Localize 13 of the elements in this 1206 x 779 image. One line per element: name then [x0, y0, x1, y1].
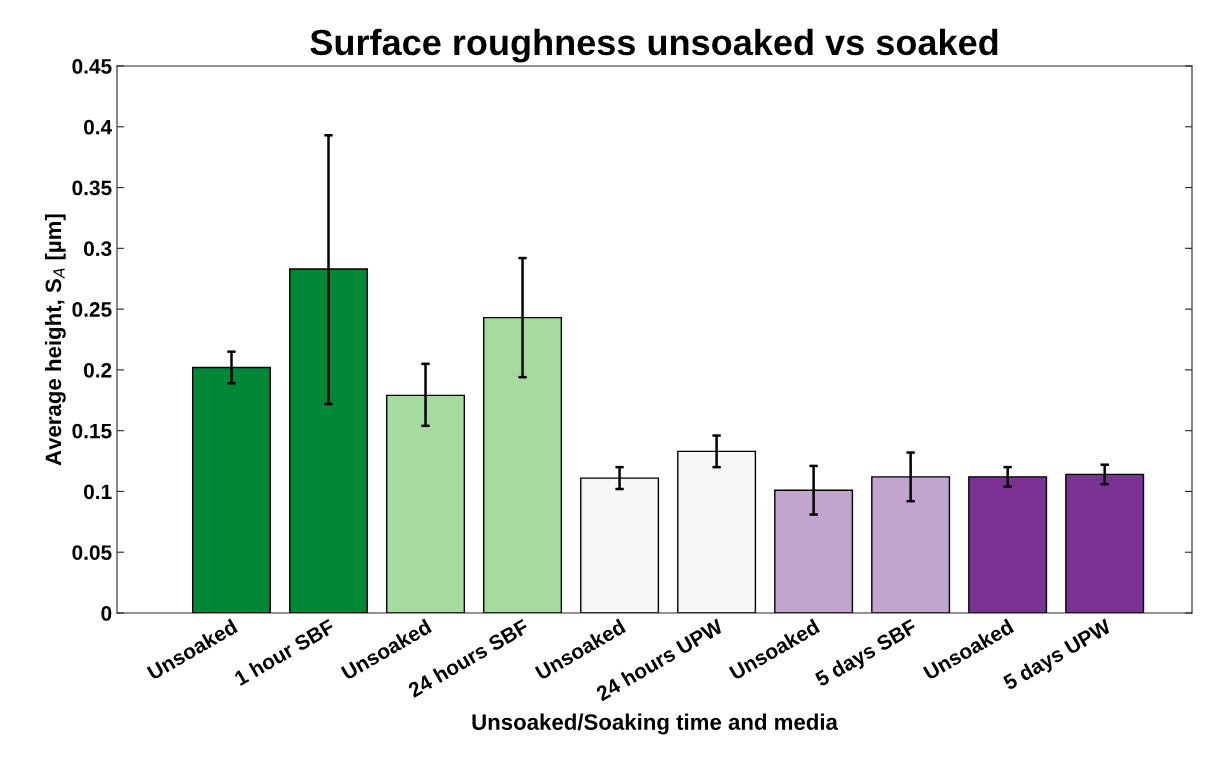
y-tick-label: 0.05 — [72, 545, 112, 560]
x-axis-title: Unsoaked/Soaking time and media — [472, 713, 839, 735]
chart-title: Surface roughness unsoaked vs soaked — [310, 28, 998, 63]
y-tick-label: 0.45 — [72, 59, 112, 74]
y-tick-label: 0.2 — [84, 362, 112, 378]
y-tick-label: 0 — [101, 606, 112, 621]
y-tick-label: 0.1 — [84, 484, 112, 500]
y-tick-label: 0.3 — [84, 241, 112, 257]
y-tick-label: 0.4 — [84, 119, 113, 135]
y-axis-title: Average height, S$_{A}$ [µm] — [44, 214, 66, 466]
y-tick-label: 0.25 — [72, 302, 112, 317]
y-tick-label: 0.35 — [72, 180, 112, 196]
y-tick-label: 0.15 — [72, 423, 112, 439]
